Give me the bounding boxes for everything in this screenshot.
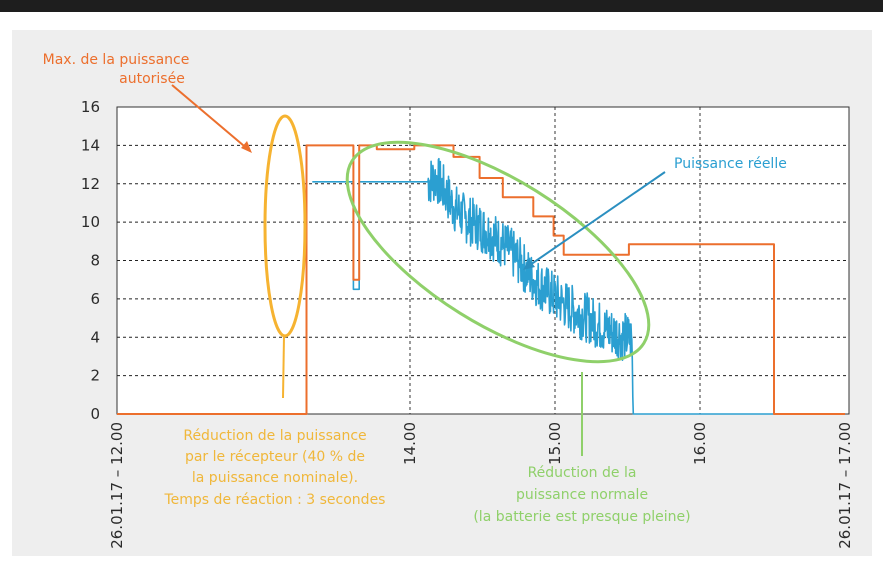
anno-receiver-line2: par le récepteur (40 % de bbox=[185, 449, 365, 465]
anno-normal-line3: (la batterie est presque pleine) bbox=[473, 509, 690, 525]
anno-normal-line2: puissance normale bbox=[516, 487, 648, 503]
anno-receiver-line3: la puissance nominale). bbox=[192, 470, 358, 486]
anno-max-power-line2: autorisée bbox=[119, 71, 185, 87]
x-tick-label: 26.01.17 – 17.00 bbox=[836, 422, 854, 549]
y-tick-label: 8 bbox=[90, 252, 100, 270]
green-ellipse bbox=[345, 140, 651, 364]
series-group bbox=[117, 144, 845, 415]
y-tick-label: 10 bbox=[81, 213, 100, 231]
y-tick-label: 4 bbox=[90, 328, 100, 346]
yellow-ellipse bbox=[263, 114, 307, 338]
annotations: Max. de la puissance autorisée Réduction… bbox=[43, 52, 787, 525]
anno-receiver-line1: Réduction de la puissance bbox=[183, 428, 366, 444]
y-tick-label: 16 bbox=[81, 98, 100, 116]
y-tick-label: 2 bbox=[90, 367, 100, 385]
y-tick-label: 14 bbox=[81, 136, 100, 154]
series-line-actual-power bbox=[312, 157, 845, 415]
anno-max-power-line1: Max. de la puissance bbox=[43, 52, 190, 68]
x-tick-label: 14.00 bbox=[401, 422, 419, 465]
y-tick-label: 6 bbox=[90, 290, 100, 308]
yellow-pointer bbox=[282, 335, 285, 399]
series-line-max-power bbox=[117, 144, 845, 415]
max-power-arrowhead bbox=[241, 141, 252, 153]
x-tick-label: 15.00 bbox=[546, 422, 564, 465]
x-tick-labels: 26.01.17 – 12.00 14.00 15.00 16.00 26.01.17 … bbox=[108, 422, 854, 549]
anno-actual-power: Puissance réelle bbox=[674, 156, 787, 172]
x-tick-label: 26.01.17 – 12.00 bbox=[108, 422, 126, 549]
actual-power-arrowhead bbox=[523, 259, 535, 270]
anno-receiver-line4: Temps de réaction : 3 secondes bbox=[164, 492, 386, 508]
x-tick-label: 16.00 bbox=[691, 422, 709, 465]
y-tick-label: 0 bbox=[90, 405, 100, 423]
y-tick-labels: 0 2 4 6 8 10 12 14 16 bbox=[81, 98, 100, 423]
max-power-arrow bbox=[171, 84, 251, 152]
y-tick-label: 12 bbox=[81, 175, 100, 193]
actual-power-arrow bbox=[526, 171, 666, 268]
top-bar bbox=[0, 0, 883, 12]
anno-normal-line1: Réduction de la bbox=[528, 465, 637, 481]
